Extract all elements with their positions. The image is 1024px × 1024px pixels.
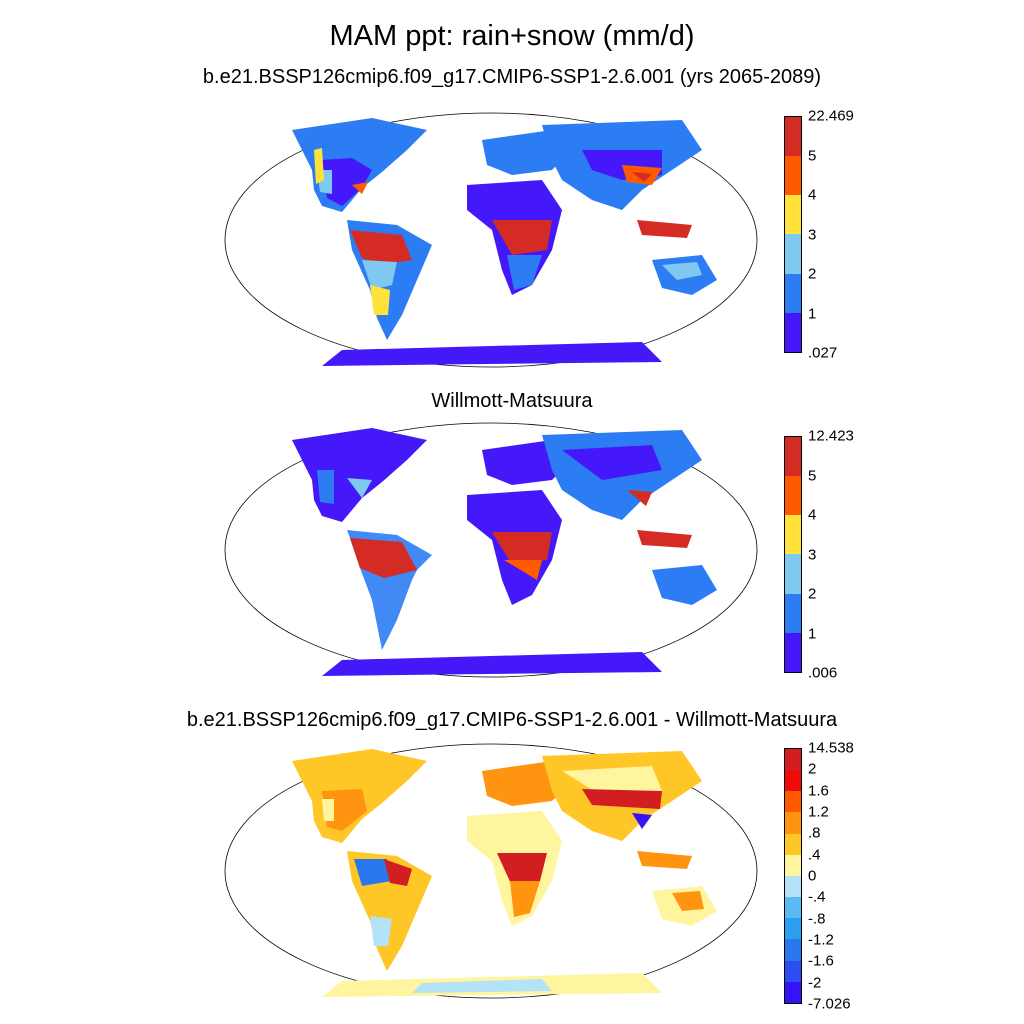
colorbar-swatch [785, 117, 801, 157]
colorbar-swatch [785, 593, 801, 633]
panel-1-title: b.e21.BSSP126cmip6.f09_g17.CMIP6-SSP1-2.… [202, 66, 822, 88]
colorbar-swatch [785, 195, 801, 235]
colorbar-label: 4 [808, 186, 817, 204]
colorbar-label: 2 [808, 585, 817, 603]
colorbar-label: 14.538 [808, 739, 854, 757]
colorbar-swatch [785, 749, 801, 771]
panel-3-map [224, 743, 758, 999]
colorbar-swatch [785, 156, 801, 196]
colorbar-label: -1.2 [808, 931, 834, 949]
colorbar-label: -2 [808, 974, 822, 992]
colorbar-swatch [785, 476, 801, 516]
colorbar-label: 2 [808, 760, 817, 778]
colorbar-label: .4 [808, 846, 821, 864]
colorbar-swatch [785, 875, 801, 898]
colorbar-swatch [785, 791, 801, 813]
colorbar-swatch [785, 960, 801, 982]
panel-2-map [224, 422, 758, 678]
colorbar-label: 1.6 [808, 782, 829, 800]
panel-3-title: b.e21.BSSP126cmip6.f09_g17.CMIP6-SSP1-2.… [186, 709, 838, 731]
colorbar-label: 1.2 [808, 803, 829, 821]
colorbar-swatch [785, 312, 801, 352]
colorbar-swatch [785, 515, 801, 555]
colorbar-label: 0 [808, 867, 817, 885]
colorbar-label: 12.423 [808, 427, 854, 445]
colorbar-label: 3 [808, 226, 817, 243]
colorbar-label: 5 [808, 467, 817, 484]
colorbar-label: .027 [808, 344, 838, 362]
colorbar-label: -.4 [808, 888, 826, 906]
colorbar-swatch [785, 812, 801, 834]
colorbar-swatch [785, 234, 801, 274]
panel-1-map [224, 112, 758, 368]
colorbar-swatch [785, 854, 801, 876]
panel-2-colorbar [784, 436, 802, 673]
colorbar-label: .006 [808, 664, 838, 682]
colorbar-label: .8 [808, 824, 821, 842]
colorbar-label: 2 [808, 265, 817, 283]
colorbar-label: 3 [808, 546, 817, 563]
figure-title: MAM ppt: rain+snow (mm/d) [329, 20, 695, 52]
colorbar-swatch [785, 939, 801, 961]
colorbar-swatch [785, 833, 801, 855]
colorbar-label: 4 [808, 506, 817, 524]
colorbar-swatch [785, 918, 801, 940]
panel-1-colorbar [784, 116, 802, 353]
panel-2-title: Willmott-Matsuura [431, 390, 593, 412]
colorbar-label: -.8 [808, 910, 826, 928]
colorbar-label: 1 [808, 625, 817, 642]
colorbar-swatch [785, 897, 801, 919]
colorbar-swatch [785, 554, 801, 594]
colorbar-label: 22.469 [808, 107, 854, 125]
antarctica [322, 342, 662, 366]
colorbar-swatch [785, 770, 801, 792]
panel-3-colorbar [784, 748, 802, 1004]
colorbar-label: 5 [808, 147, 817, 164]
colorbar-label: 1 [808, 305, 817, 322]
colorbar-swatch [785, 981, 801, 1003]
colorbar-label: -7.026 [808, 995, 851, 1013]
colorbar-swatch [785, 437, 801, 477]
colorbar-swatch [785, 632, 801, 672]
colorbar-swatch [785, 273, 801, 313]
colorbar-label: -1.6 [808, 952, 834, 970]
